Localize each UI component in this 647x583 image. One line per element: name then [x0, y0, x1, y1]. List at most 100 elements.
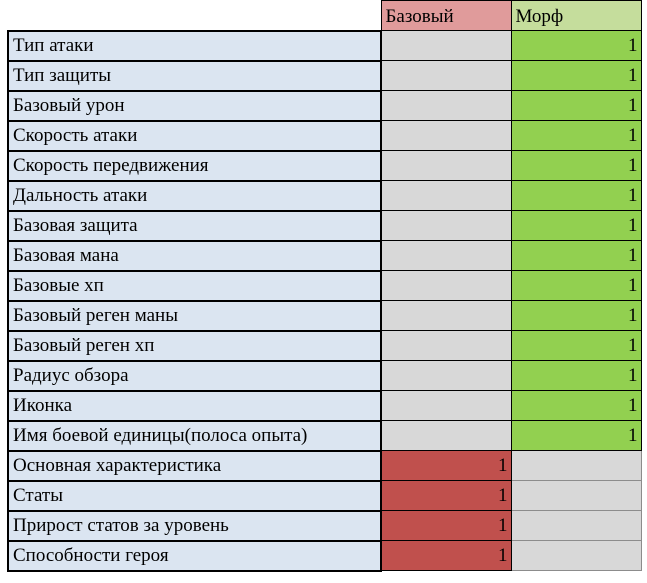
blank-cell [641, 510, 647, 541]
base-value-cell[interactable] [380, 330, 512, 361]
base-value-cell[interactable]: 1 [380, 480, 512, 511]
blank-cell [0, 150, 8, 181]
column-header-morph[interactable]: Морф [510, 0, 642, 31]
morph-value-cell[interactable] [510, 510, 642, 541]
row-label-cell[interactable]: Прирост статов за уровень [7, 509, 382, 542]
row-label-cell[interactable]: Базовый урон [7, 89, 382, 122]
table-row: Базовая защита 1 [0, 209, 647, 242]
blank-cell [641, 0, 647, 31]
base-value-cell[interactable] [380, 120, 512, 151]
row-label-cell[interactable]: Тип защиты [7, 59, 382, 92]
blank-cell [641, 210, 647, 241]
blank-cell [0, 60, 8, 91]
row-label-cell[interactable]: Базовая мана [7, 239, 382, 272]
table-row: Имя боевой единицы(полоса опыта) 1 [0, 419, 647, 452]
blank-cell [641, 60, 647, 91]
blank-cell [0, 480, 8, 511]
blank-cell [0, 240, 8, 271]
morph-value-cell[interactable]: 1 [510, 420, 642, 451]
morph-value-cell[interactable] [510, 480, 642, 511]
blank-cell [0, 180, 8, 211]
morph-value-cell[interactable] [510, 540, 642, 571]
blank-cell [641, 300, 647, 331]
morph-value-cell[interactable]: 1 [510, 60, 642, 91]
base-value-cell[interactable] [380, 360, 512, 391]
row-label-cell[interactable]: Базовый реген хп [7, 329, 382, 362]
table-row: Базовый урон 1 [0, 89, 647, 122]
blank-cell [0, 510, 8, 541]
morph-value-cell[interactable]: 1 [510, 360, 642, 391]
table-row: Статы 1 [0, 479, 647, 512]
blank-cell [641, 450, 647, 481]
blank-cell [641, 330, 647, 361]
blank-cell [641, 120, 647, 151]
row-label-cell[interactable]: Радиус обзора [7, 359, 382, 392]
morph-value-cell[interactable]: 1 [510, 120, 642, 151]
table-row: Тип защиты 1 [0, 59, 647, 92]
blank-cell [641, 270, 647, 301]
morph-value-cell[interactable]: 1 [510, 270, 642, 301]
base-value-cell[interactable] [380, 180, 512, 211]
base-value-cell[interactable] [380, 90, 512, 121]
blank-cell [0, 300, 8, 331]
table-row: Тип атаки 1 [0, 29, 647, 62]
header-row: Базовый Морф [0, 0, 647, 31]
blank-cell [641, 150, 647, 181]
row-label-cell[interactable]: Имя боевой единицы(полоса опыта) [7, 419, 382, 452]
base-value-cell[interactable] [380, 240, 512, 271]
morph-value-cell[interactable] [510, 450, 642, 481]
blank-cell [0, 450, 8, 481]
row-label-cell[interactable]: Способности героя [7, 539, 382, 572]
table-row: Базовый реген маны 1 [0, 299, 647, 332]
morph-value-cell[interactable]: 1 [510, 210, 642, 241]
morph-value-cell[interactable]: 1 [510, 330, 642, 361]
row-label-cell[interactable]: Скорость передвижения [7, 149, 382, 182]
morph-value-cell[interactable]: 1 [510, 240, 642, 271]
blank-cell [0, 30, 8, 61]
blank-cell [641, 420, 647, 451]
row-label-cell[interactable]: Основная характеристика [7, 449, 382, 482]
table-row: Базовый реген хп 1 [0, 329, 647, 362]
blank-cell [0, 360, 8, 391]
blank-cell [0, 390, 8, 421]
base-value-cell[interactable]: 1 [380, 540, 512, 571]
blank-cell [0, 90, 8, 121]
blank-cell [0, 120, 8, 151]
row-label-cell[interactable]: Дальность атаки [7, 179, 382, 212]
base-value-cell[interactable] [380, 30, 512, 61]
row-label-cell[interactable]: Статы [7, 479, 382, 512]
column-header-base[interactable]: Базовый [380, 0, 512, 31]
table-row: Основная характеристика 1 [0, 449, 647, 482]
morph-value-cell[interactable]: 1 [510, 390, 642, 421]
base-value-cell[interactable] [380, 270, 512, 301]
morph-value-cell[interactable]: 1 [510, 150, 642, 181]
blank-cell [641, 240, 647, 271]
base-value-cell[interactable] [380, 60, 512, 91]
morph-value-cell[interactable]: 1 [510, 30, 642, 61]
row-label-cell[interactable]: Базовые хп [7, 269, 382, 302]
table-row: Скорость атаки 1 [0, 119, 647, 152]
base-value-cell[interactable] [380, 300, 512, 331]
base-value-cell[interactable] [380, 420, 512, 451]
blank-cell [641, 180, 647, 211]
base-value-cell[interactable] [380, 210, 512, 241]
blank-cell [641, 30, 647, 61]
table-row: Базовая мана 1 [0, 239, 647, 272]
morph-value-cell[interactable]: 1 [510, 90, 642, 121]
table-row: Прирост статов за уровень 1 [0, 509, 647, 542]
morph-value-cell[interactable]: 1 [510, 180, 642, 211]
morph-value-cell[interactable]: 1 [510, 300, 642, 331]
row-label-cell[interactable]: Скорость атаки [7, 119, 382, 152]
row-label-cell[interactable]: Иконка [7, 389, 382, 422]
row-label-cell[interactable]: Тип атаки [7, 29, 382, 62]
base-value-cell[interactable] [380, 150, 512, 181]
base-value-cell[interactable]: 1 [380, 510, 512, 541]
base-value-cell[interactable] [380, 390, 512, 421]
blank-cell [641, 480, 647, 511]
blank-cell [0, 270, 8, 301]
row-label-cell[interactable]: Базовый реген маны [7, 299, 382, 332]
row-label-cell[interactable]: Базовая защита [7, 209, 382, 242]
table-row: Скорость передвижения 1 [0, 149, 647, 182]
base-value-cell[interactable]: 1 [380, 450, 512, 481]
